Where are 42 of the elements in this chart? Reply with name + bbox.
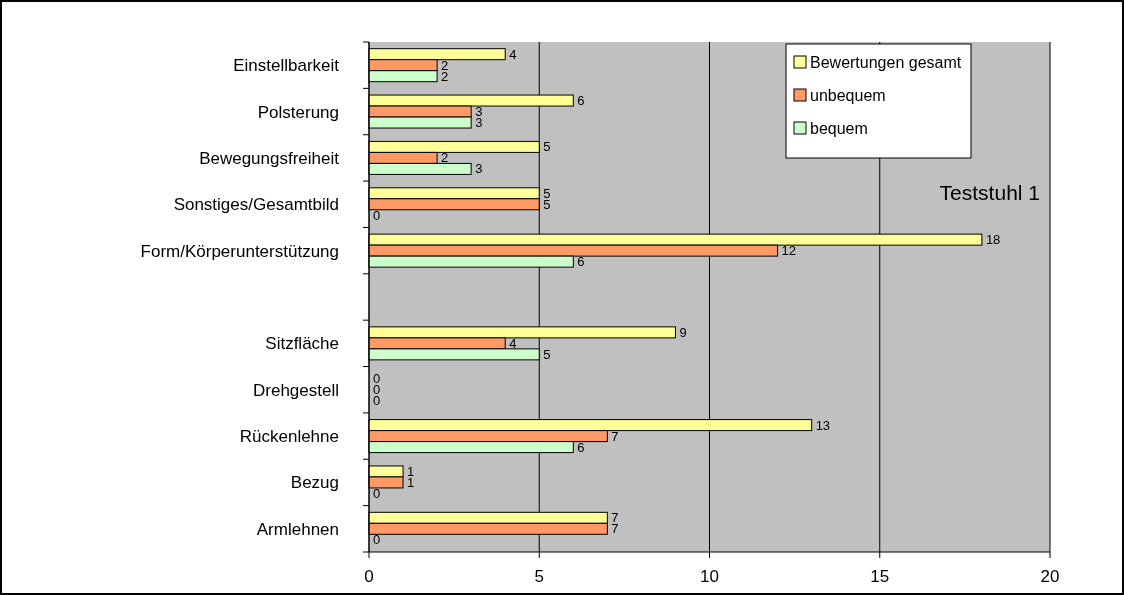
legend-label: bequem xyxy=(810,120,868,137)
x-tick-label: 15 xyxy=(870,567,890,586)
annotation: Teststuhl 1 xyxy=(939,181,1040,204)
x-tick-label: 0 xyxy=(364,567,374,586)
y-tick-label: Armlehnen xyxy=(256,519,339,539)
data-label: 0 xyxy=(373,532,381,548)
x-tick-label: 5 xyxy=(534,567,544,586)
data-label: 0 xyxy=(373,207,381,223)
legend-label: Bewertungen gesamt xyxy=(810,54,962,71)
legend-label: unbequem xyxy=(810,87,886,104)
data-label: 18 xyxy=(985,232,1001,248)
data-label: 6 xyxy=(577,93,585,109)
data-label: 7 xyxy=(611,521,619,537)
y-tick-label: Bewegungsfreiheit xyxy=(199,148,340,168)
data-label: 3 xyxy=(475,115,483,131)
data-label: 2 xyxy=(441,57,449,73)
x-tick-label: 10 xyxy=(700,567,719,586)
y-tick-label: Drehgestell xyxy=(253,380,339,400)
y-tick-label: Sitzfläche xyxy=(265,334,339,354)
data-label: 4 xyxy=(509,335,517,351)
data-label: 5 xyxy=(543,185,551,201)
x-tick-label: 20 xyxy=(1040,567,1060,586)
data-label: 0 xyxy=(373,393,381,409)
data-label: 1 xyxy=(407,463,415,479)
data-label: 6 xyxy=(577,439,585,455)
y-tick-label: Form/Körperunterstützung xyxy=(140,241,339,261)
data-label: 0 xyxy=(373,485,381,501)
data-label: 13 xyxy=(815,417,831,433)
y-tick-label: Rückenlehne xyxy=(239,427,339,447)
data-label: 7 xyxy=(611,428,619,444)
y-tick-label: Einstellbarkeit xyxy=(233,56,340,76)
data-label: 2 xyxy=(441,150,449,166)
data-label: 3 xyxy=(475,161,483,177)
y-tick-label: Bezug xyxy=(290,473,339,493)
data-label: 12 xyxy=(781,243,797,259)
data-label: 9 xyxy=(679,324,687,340)
y-tick-label: Polsterung xyxy=(257,102,339,122)
data-label: 4 xyxy=(509,46,517,62)
data-label: 6 xyxy=(577,254,585,270)
y-tick-label: Sonstiges/Gesamtbild xyxy=(173,195,339,215)
data-label: 5 xyxy=(543,139,551,155)
data-label: 5 xyxy=(543,346,551,362)
